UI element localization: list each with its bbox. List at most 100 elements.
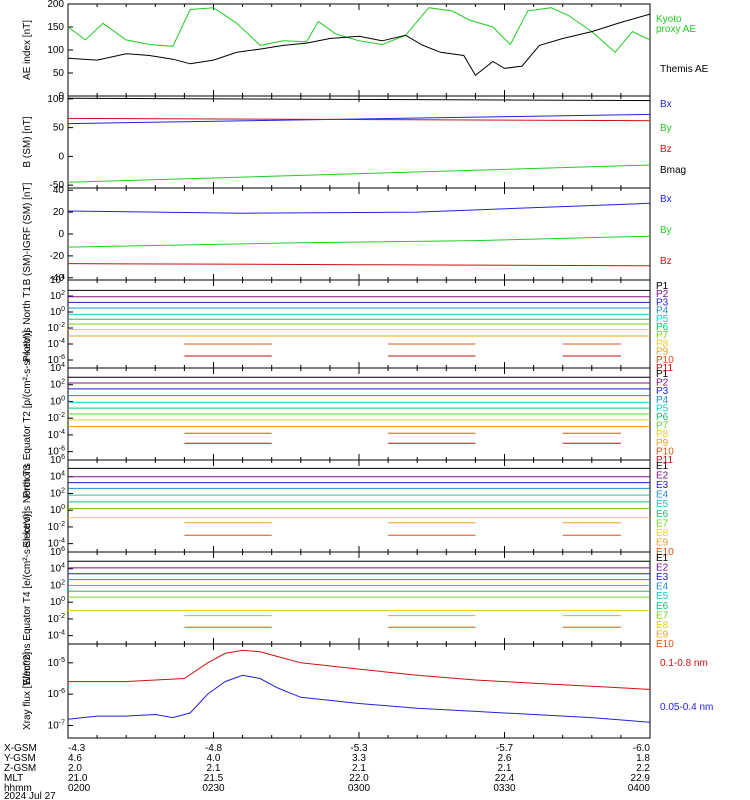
panel-frame	[67, 3, 651, 97]
ephemeris-value: -5.7	[496, 743, 514, 754]
y-tick-label: 10-2	[48, 322, 65, 334]
ephemeris-value: 0200	[68, 783, 91, 794]
legend-entry: P5	[656, 314, 669, 325]
legend-entry: E7	[656, 518, 669, 529]
y-tick-label: -50	[50, 180, 65, 191]
legend-entry: P1	[656, 281, 669, 292]
legend-entry: P7	[656, 330, 669, 341]
legend-entry: P5	[656, 403, 669, 414]
y-tick-label: 104	[50, 471, 65, 483]
legend-entry: P2	[656, 289, 669, 300]
legend-entry: E9	[656, 629, 669, 640]
y-tick-label: 10-2	[48, 613, 65, 625]
ephemeris-value: 4.6	[68, 753, 82, 764]
y-tick-label: 102	[50, 290, 65, 302]
series-line-0.05-0.4-nm	[67, 674, 651, 723]
legend-entry: P7	[656, 421, 669, 432]
y-tick-label: 100	[50, 306, 65, 318]
y-tick-label: 50	[53, 68, 65, 79]
y-axis-label: Protons Equator T2 [p/(cm²-s-sr-keV)]	[22, 330, 33, 497]
series-line-0.1-0.8-nm	[68, 649, 651, 690]
y-tick-label: 50	[53, 123, 65, 134]
y-tick-label: 10-5	[48, 657, 65, 669]
ephemeris-value: 2.1	[352, 763, 366, 774]
y-tick-label: 104	[50, 563, 65, 575]
series-line-bx	[67, 202, 651, 214]
legend-entry: Bx	[660, 99, 672, 110]
legend-entry: E2	[656, 471, 669, 482]
y-tick-label: 106	[50, 546, 65, 558]
legend-entry: P4	[656, 306, 669, 317]
legend-entry: E8	[656, 528, 669, 539]
legend-entry: P2	[656, 378, 669, 389]
y-tick-label: 20	[53, 207, 65, 218]
panel-ee: 10-4 10-2 100 102 104 106 Electrons Equator T4…	[22, 511, 674, 686]
y-axis-label: AE index [nT]	[22, 20, 33, 80]
ephemeris-value: 0230	[202, 783, 225, 794]
series-line-themis-ae	[67, 13, 651, 77]
legend-entry: E10	[656, 547, 674, 558]
y-tick-label: 102	[50, 379, 65, 391]
series-line-bz	[67, 117, 651, 122]
ephemeris-label: Z-GSM	[4, 763, 36, 774]
legend-entry: P8	[656, 338, 669, 349]
y-tick-label: 102	[50, 487, 65, 499]
legend-entry: P9	[656, 347, 669, 358]
legend-entry: E6	[656, 509, 669, 520]
legend-entry: E10	[656, 639, 674, 650]
ephemeris-value: 4.0	[207, 753, 221, 764]
y-axis-label: B (SM)-IGRF (SM) [nT]	[22, 182, 33, 285]
series-line-bz	[67, 263, 651, 267]
panel-frame	[67, 551, 651, 645]
ephemeris-value: 0330	[493, 783, 516, 794]
series-line-by	[67, 235, 651, 248]
legend-entry: proxy AE	[656, 24, 696, 35]
ephemeris-label: MLT	[4, 773, 23, 784]
ephemeris-value: 22.4	[495, 773, 515, 784]
legend-entry: E9	[656, 537, 669, 548]
ephemeris-value: 3.3	[352, 753, 366, 764]
legend-entry: E4	[656, 490, 669, 501]
legend-entry: E6	[656, 601, 669, 612]
legend-entry: P11	[656, 455, 673, 466]
legend-entry: P4	[656, 395, 669, 406]
series-line-bmag	[67, 97, 651, 102]
ephemeris-value: 2.1	[207, 763, 221, 774]
ephemeris-value: -4.3	[68, 743, 86, 754]
ephemeris-value: 2.1	[498, 763, 512, 774]
legend-entry: Bz	[660, 256, 672, 267]
panel-xray: 10-7 10-6 10-5 Xray flux [W/m^2] 0.1-0.8 nm 0…	[22, 643, 713, 739]
legend-entry: Bz	[660, 144, 672, 155]
y-axis-label: Xray flux [W/m^2]	[22, 652, 33, 730]
legend-entry: P10	[656, 355, 674, 366]
y-tick-label: 102	[50, 579, 65, 591]
legend-entry: P9	[656, 438, 669, 449]
series-line-bx	[67, 113, 651, 125]
ephemeris-value: -4.8	[205, 743, 223, 754]
legend-entry: By	[660, 123, 672, 134]
series-line-kyoto-proxy-ae	[67, 7, 651, 54]
y-tick-label: -40	[50, 273, 65, 284]
ephemeris-value: 2.6	[498, 753, 512, 764]
y-tick-label: 150	[47, 22, 64, 33]
ephemeris-label: X-GSM	[4, 743, 37, 754]
legend-entry: Bmag	[660, 165, 686, 176]
ephemeris-value: -6.0	[633, 743, 651, 754]
legend-entry: P1	[656, 369, 669, 380]
y-tick-label: 104	[50, 362, 65, 374]
ephemeris-value: 2.2	[636, 763, 650, 774]
y-tick-label: 100	[47, 45, 64, 56]
y-tick-label: 100	[47, 94, 64, 105]
legend-entry: 0.1-0.8 nm	[660, 658, 708, 669]
series-line-by	[67, 164, 651, 183]
y-tick-label: 10-4	[48, 429, 65, 441]
ephemeris-value: 22.0	[349, 773, 369, 784]
legend-entry: Themis AE	[660, 64, 709, 75]
y-tick-label: 0	[58, 91, 64, 102]
y-tick-label: 0	[58, 229, 64, 240]
y-tick-label: 10-2	[48, 521, 65, 533]
